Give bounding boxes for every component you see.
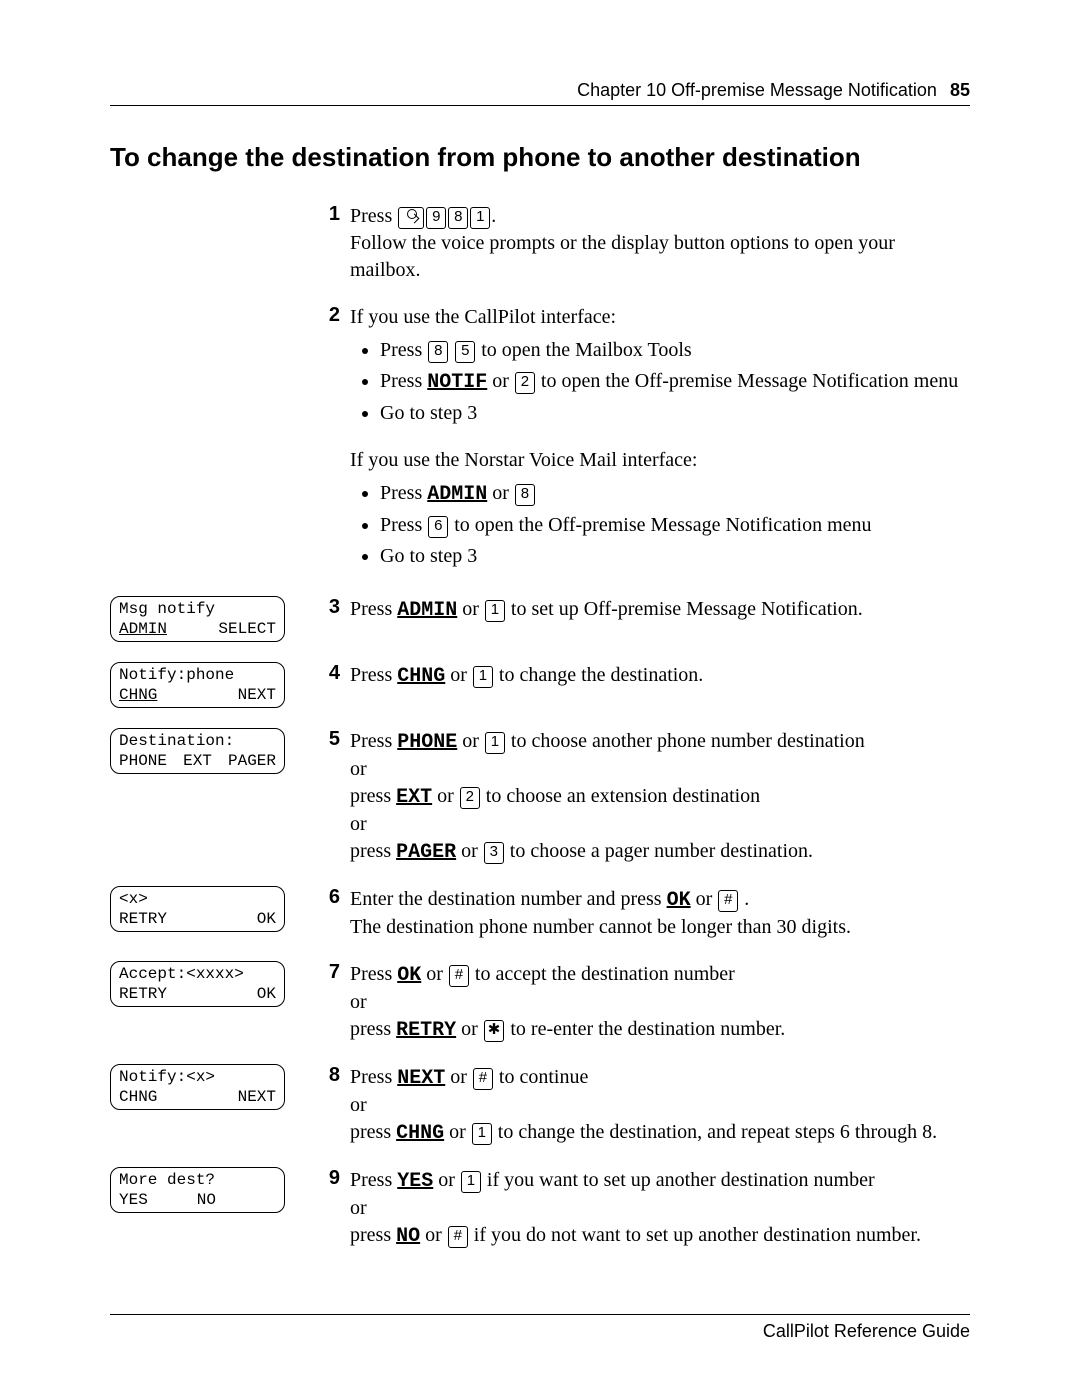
key-1: 1 [473, 666, 493, 688]
key-3: 3 [484, 842, 504, 864]
step-text: Press YES or 1 if you want to set up ano… [350, 1167, 970, 1250]
step-number: 8 [320, 1064, 350, 1087]
key-hash: # [473, 1068, 493, 1090]
page-header: Chapter 10 Off-premise Message Notificat… [110, 80, 970, 106]
content: 1 Press 981. Follow the voice prompts or… [110, 203, 970, 1250]
page-number: 85 [950, 80, 970, 100]
softkey-notif: NOTIF [427, 371, 487, 394]
step-3: Msg notify ADMINSELECT 3 Press ADMIN or … [110, 596, 970, 642]
key-star: ✱ [484, 1020, 505, 1042]
step-1: 1 Press 981. Follow the voice prompts or… [110, 203, 970, 284]
key-hash: # [449, 965, 469, 987]
lcd-display: Destination: PHONEEXTPAGER [110, 728, 285, 774]
step-number: 2 [320, 304, 350, 327]
step-text: Press ADMIN or 1 to set up Off-premise M… [350, 596, 970, 624]
step-text: Press NEXT or # to continue or press CHN… [350, 1064, 970, 1147]
lcd-display: More dest? YESNO [110, 1167, 285, 1213]
softkey-next: NEXT [397, 1067, 445, 1090]
chapter-text: Chapter 10 Off-premise Message Notificat… [577, 80, 937, 100]
lcd-display: Msg notify ADMINSELECT [110, 596, 285, 642]
softkey-chng: CHNG [397, 665, 445, 688]
key-8: 8 [428, 341, 448, 363]
step-number: 3 [320, 596, 350, 619]
step-9: More dest? YESNO 9 Press YES or 1 if you… [110, 1167, 970, 1250]
step-6: <x> RETRYOK 6 Enter the destination numb… [110, 886, 970, 941]
lcd-display: Notify:phone CHNGNEXT [110, 662, 285, 708]
step-number: 9 [320, 1167, 350, 1190]
softkey-admin: ADMIN [427, 483, 487, 506]
bullet: Go to step 3 [380, 543, 970, 570]
step-number: 4 [320, 662, 350, 685]
bullet: Press NOTIF or 2 to open the Off-premise… [380, 368, 970, 396]
step-4: Notify:phone CHNGNEXT 4 Press CHNG or 1 … [110, 662, 970, 708]
key-hash: # [448, 1226, 468, 1248]
step-number: 1 [320, 203, 350, 226]
softkey-yes: YES [397, 1170, 433, 1193]
step-text: Press CHNG or 1 to change the destinatio… [350, 662, 970, 690]
softkey-ext: EXT [396, 786, 432, 809]
key-1: 1 [472, 1123, 492, 1145]
key-1: 1 [485, 600, 505, 622]
page-footer: CallPilot Reference Guide [110, 1314, 970, 1342]
bullet: Go to step 3 [380, 400, 970, 427]
key-1: 1 [461, 1171, 481, 1193]
step-8: Notify:<x> CHNGNEXT 8 Press NEXT or # to… [110, 1064, 970, 1147]
feature-key [398, 207, 424, 229]
key-2: 2 [460, 787, 480, 809]
key-2: 2 [515, 372, 535, 394]
key-8: 8 [515, 484, 535, 506]
step-text: Press PHONE or 1 to choose another phone… [350, 728, 970, 866]
softkey-ok: OK [667, 889, 691, 912]
key-1: 1 [470, 207, 490, 229]
step-2: 2 If you use the CallPilot interface: Pr… [110, 304, 970, 576]
step-text: Press OK or # to accept the destination … [350, 961, 970, 1044]
key-8: 8 [448, 207, 468, 229]
step-7: Accept:<xxxx> RETRYOK 7 Press OK or # to… [110, 961, 970, 1044]
softkey-ok: OK [397, 964, 421, 987]
step-number: 7 [320, 961, 350, 984]
step-number: 5 [320, 728, 350, 751]
step-text: Press 981. Follow the voice prompts or t… [350, 203, 970, 284]
step-number: 6 [320, 886, 350, 909]
softkey-phone: PHONE [397, 731, 457, 754]
softkey-no: NO [396, 1225, 420, 1248]
key-5: 5 [455, 341, 475, 363]
key-9: 9 [426, 207, 446, 229]
step-5: Destination: PHONEEXTPAGER 5 Press PHONE… [110, 728, 970, 866]
softkey-chng: CHNG [396, 1122, 444, 1145]
step-text: If you use the CallPilot interface: Pres… [350, 304, 970, 576]
softkey-admin: ADMIN [397, 599, 457, 622]
lcd-display: Accept:<xxxx> RETRYOK [110, 961, 285, 1007]
lcd-display: Notify:<x> CHNGNEXT [110, 1064, 285, 1110]
step-text: Enter the destination number and press O… [350, 886, 970, 941]
softkey-pager: PAGER [396, 841, 456, 864]
key-6: 6 [428, 516, 448, 538]
softkey-retry: RETRY [396, 1019, 456, 1042]
key-hash: # [718, 890, 738, 912]
lcd-display: <x> RETRYOK [110, 886, 285, 932]
page-title: To change the destination from phone to … [110, 142, 970, 173]
key-1: 1 [485, 732, 505, 754]
bullet: Press ADMIN or 8 [380, 480, 970, 508]
bullet: Press 6 to open the Off-premise Message … [380, 512, 970, 539]
bullet: Press 8 5 to open the Mailbox Tools [380, 337, 970, 364]
